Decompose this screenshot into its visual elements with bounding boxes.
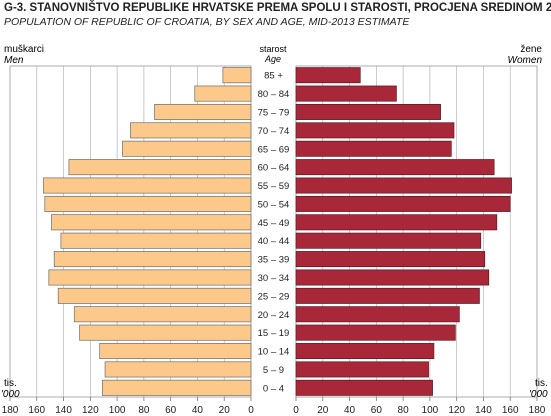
right-legend-en: Women: [508, 55, 543, 66]
age-group-label: 10 – 14: [258, 347, 290, 358]
x-tick-label-right: 40: [344, 405, 356, 416]
age-group-label: 5 – 9: [263, 365, 284, 376]
bar-men: [44, 195, 252, 212]
bar-men: [57, 287, 252, 304]
chart-subtitle: POPULATION OF REPUBLIC OF CROATIA, BY SE…: [4, 16, 410, 28]
x-tick-label-right: 180: [529, 405, 546, 416]
unit-right-en: '000: [529, 389, 548, 400]
age-group-label: 75 – 79: [258, 107, 290, 118]
age-group-label: 50 – 54: [258, 199, 290, 210]
age-group-label: 25 – 29: [258, 291, 290, 302]
bar-women: [295, 343, 435, 360]
bar-women: [295, 232, 482, 249]
x-tick-label-left: 60: [165, 405, 177, 416]
bar-men: [99, 343, 252, 360]
bar-men: [104, 361, 252, 378]
x-tick-label-right: 100: [422, 405, 439, 416]
left-legend-hr: muškarci: [4, 44, 44, 55]
center-label-en: Age: [264, 54, 281, 64]
x-tick-label-left: 40: [192, 405, 204, 416]
age-group-label: 80 – 84: [258, 89, 290, 100]
x-tick-label-left: 180: [2, 405, 19, 416]
bar-women: [295, 103, 441, 120]
bar-men: [60, 232, 252, 249]
x-tick-label-left: 100: [109, 405, 126, 416]
bar-men: [73, 306, 252, 323]
left-legend-en: Men: [4, 55, 24, 66]
x-tick-label-left: 140: [55, 405, 72, 416]
unit-right-hr: tis.: [535, 378, 548, 389]
bar-men: [130, 122, 252, 139]
age-group-label: 60 – 64: [258, 163, 290, 174]
x-tick-label-left: 120: [82, 405, 99, 416]
x-tick-label-left: 0: [248, 405, 254, 416]
bar-women: [295, 287, 480, 304]
age-group-label: 85 +: [264, 71, 283, 82]
unit-left-en: '000: [1, 389, 20, 400]
bar-men: [102, 379, 252, 396]
bar-women: [295, 214, 498, 231]
center-label-hr: starost: [259, 44, 287, 54]
age-group-label: 15 – 19: [258, 328, 290, 339]
x-tick-label-right: 80: [398, 405, 410, 416]
bar-women: [295, 85, 397, 102]
age-group-label: 70 – 74: [258, 126, 290, 137]
bar-women: [295, 361, 429, 378]
bar-women: [295, 122, 455, 139]
age-group-label: 40 – 44: [258, 236, 290, 247]
x-tick-label-right: 0: [293, 405, 299, 416]
bar-women: [295, 67, 361, 84]
x-tick-label-right: 140: [475, 405, 492, 416]
bar-women: [295, 140, 452, 157]
chart-title: G-3. STANOVNIŠTVO REPUBLIKE HRVATSKE PRE…: [4, 2, 551, 14]
x-tick-label-right: 120: [448, 405, 465, 416]
age-group-label: 65 – 69: [258, 144, 290, 155]
unit-left-hr: tis.: [4, 378, 17, 389]
age-group-label: 20 – 24: [258, 310, 290, 321]
age-group-label: 55 – 59: [258, 181, 290, 192]
right-plot-frame: [295, 65, 538, 398]
x-tick-label-right: 20: [317, 405, 329, 416]
x-tick-label-left: 20: [219, 405, 231, 416]
bar-men: [194, 85, 252, 102]
bar-men: [222, 67, 252, 84]
bar-men: [79, 324, 252, 341]
bar-women: [295, 251, 486, 268]
bar-women: [295, 379, 433, 396]
x-tick-label-right: 60: [371, 405, 383, 416]
bar-women: [295, 269, 490, 286]
bar-women: [295, 324, 456, 341]
right-legend-hr: žene: [520, 44, 542, 55]
bar-men: [48, 269, 252, 286]
age-group-label: 0 – 4: [263, 383, 284, 394]
bar-men: [51, 214, 252, 231]
bar-women: [295, 177, 512, 194]
bar-women: [295, 306, 460, 323]
left-plot-frame: [9, 65, 252, 398]
bar-men: [122, 140, 252, 157]
bar-women: [295, 195, 511, 212]
age-group-label: 30 – 34: [258, 273, 290, 284]
bar-men: [154, 103, 252, 120]
bar-women: [295, 159, 495, 176]
age-group-label: 35 – 39: [258, 255, 290, 266]
bar-men: [53, 251, 252, 268]
bar-men: [68, 159, 252, 176]
x-tick-label-right: 160: [502, 405, 519, 416]
bar-men: [43, 177, 252, 194]
age-group-label: 45 – 49: [258, 218, 290, 229]
x-tick-label-left: 160: [28, 405, 45, 416]
x-tick-label-left: 80: [138, 405, 150, 416]
